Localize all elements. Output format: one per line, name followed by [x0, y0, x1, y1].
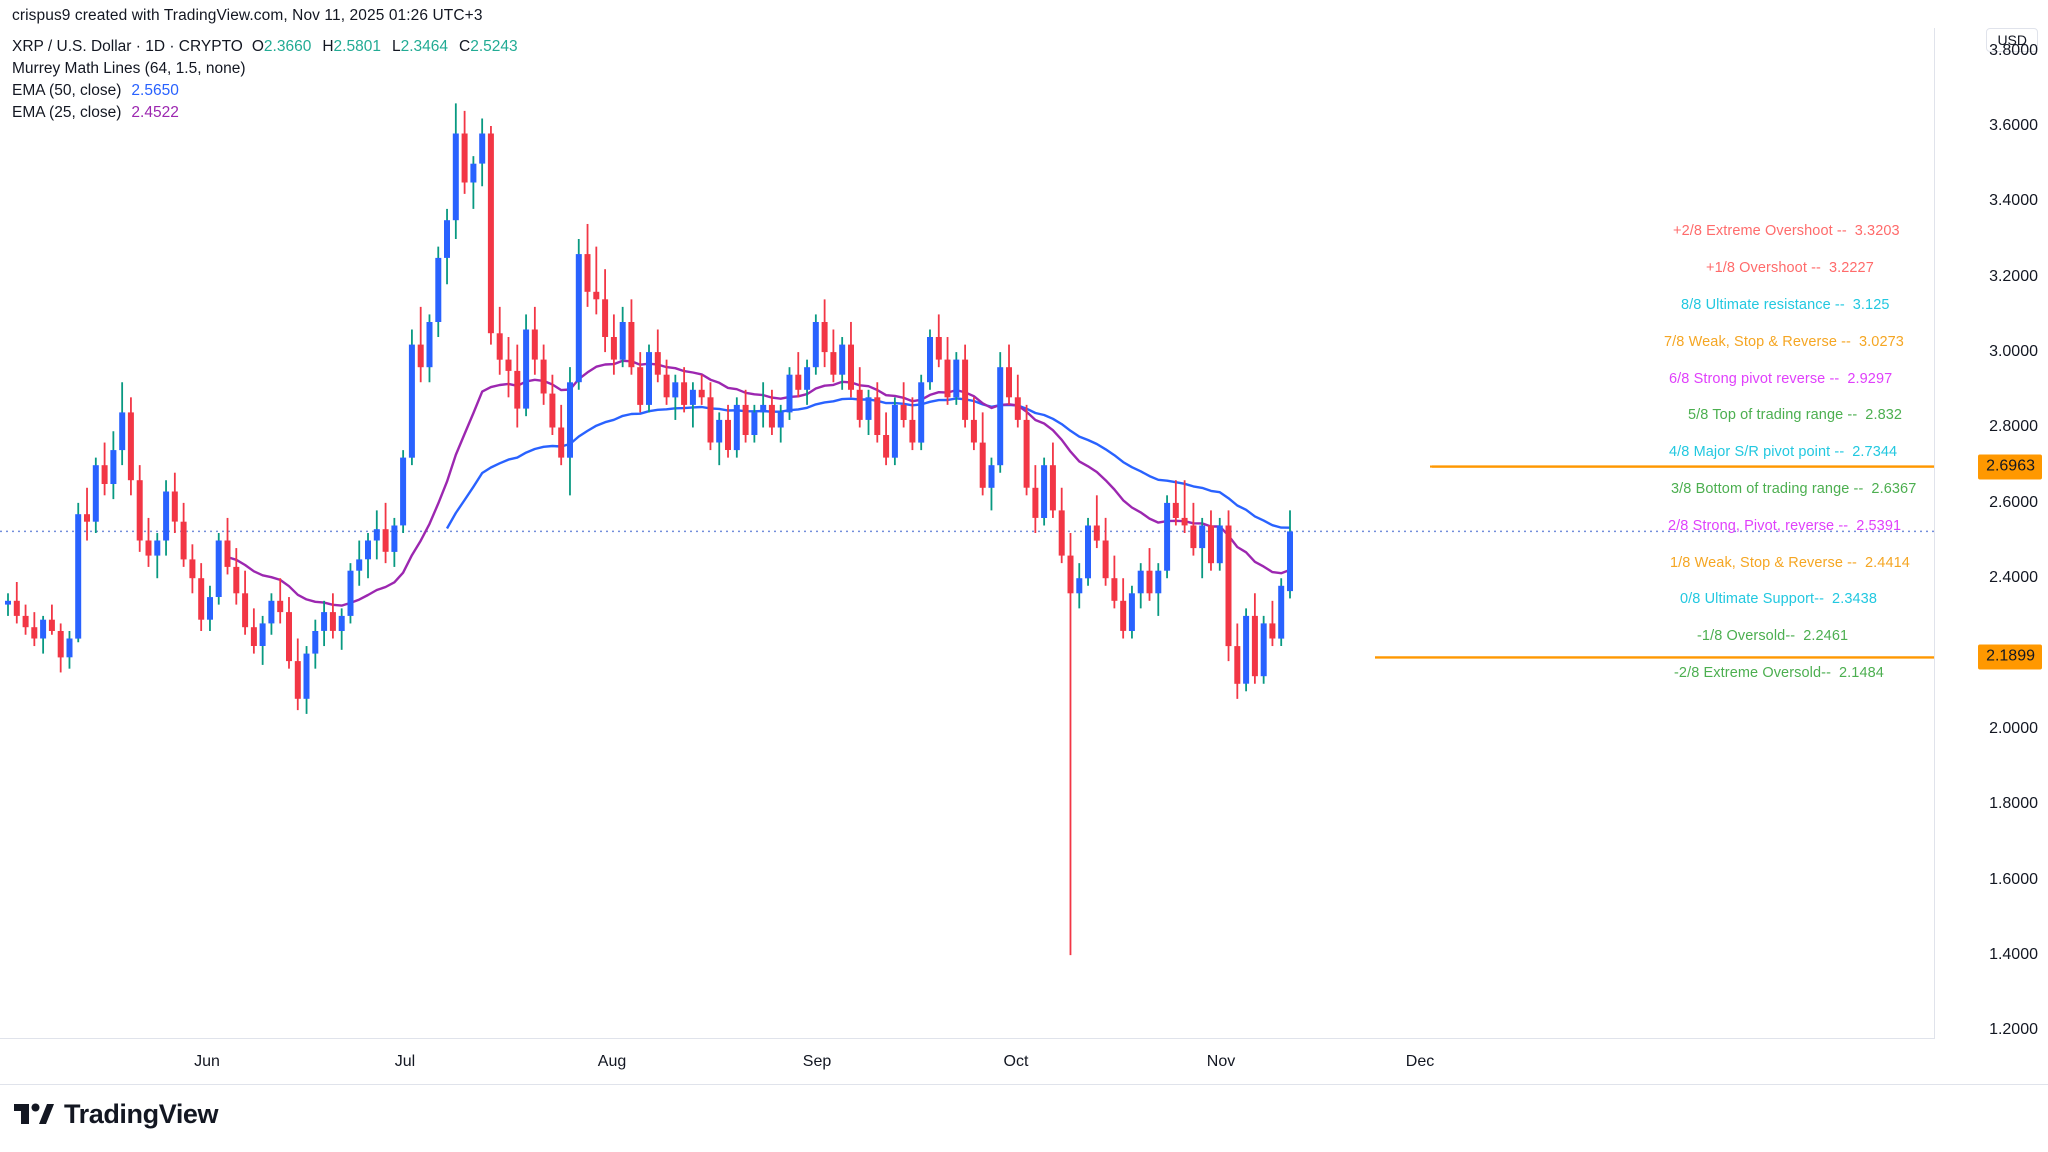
murrey-math-label-value: 2.2461 — [1803, 628, 1849, 645]
price-tag-highlight[interactable]: 2.6963 — [1978, 454, 2042, 480]
tradingview-wordmark: TradingView — [64, 1099, 219, 1129]
attribution-text: crispus9 created with TradingView.com, N… — [12, 7, 483, 24]
murrey-math-label-value: 3.125 — [1852, 296, 1890, 313]
murrey-math-label-value: 3.3203 — [1854, 223, 1900, 240]
murrey-math-label: -2/8 Extreme Oversold-- 2.1484 — [1674, 665, 1884, 681]
murrey-math-label-text: +1/8 Overshoot -- — [1706, 260, 1821, 277]
time-tick: Nov — [1206, 1053, 1236, 1070]
murrey-math-label-value: 2.832 — [1865, 407, 1903, 424]
murrey-math-label: 8/8 Ultimate resistance -- 3.125 — [1681, 297, 1890, 313]
price-tick: 1.4000 — [1989, 946, 2038, 964]
price-tick: 2.4000 — [1989, 569, 2038, 587]
murrey-math-label: 5/8 Top of trading range -- 2.832 — [1688, 407, 1902, 423]
price-tick: 1.2000 — [1989, 1021, 2038, 1039]
murrey-math-label-text: 1/8 Weak, Stop & Reverse -- — [1670, 554, 1857, 571]
price-tick: 2.6000 — [1989, 493, 2038, 511]
candlestick-svg — [0, 103, 1935, 956]
price-tick: 3.0000 — [1989, 343, 2038, 361]
murrey-math-label-value: 2.3438 — [1832, 591, 1877, 608]
time-tick: Oct — [1003, 1053, 1029, 1070]
legend-symbol-row[interactable]: XRP / U.S. Dollar · 1D · CRYPTO O2.3660 … — [12, 38, 518, 56]
murrey-math-label-text: 8/8 Ultimate resistance -- — [1681, 296, 1845, 313]
murrey-math-label-text: 3/8 Bottom of trading range -- — [1671, 481, 1864, 498]
chart-legend: XRP / U.S. Dollar · 1D · CRYPTO O2.3660 … — [12, 38, 518, 122]
murrey-math-label-text: -1/8 Oversold-- — [1697, 628, 1796, 645]
murrey-math-label-value: 2.5391 — [1856, 517, 1902, 534]
murrey-math-label: 2/8 Strong, Pivot, reverse -- 2.5391 — [1668, 518, 1901, 534]
price-scale[interactable]: USD 3.8000 3.6000 3.4000 3.2000 3.0000 2.8000… — [1934, 28, 2048, 1038]
ema25-line — [227, 359, 1291, 607]
indicator-ema25-title: EMA (25, close) — [12, 104, 122, 121]
murrey-math-label-value: 2.4414 — [1864, 554, 1910, 571]
price-tick: 3.6000 — [1989, 116, 2038, 134]
ohlc-low: L2.3464 — [391, 38, 448, 55]
murrey-math-label-value: 2.7344 — [1852, 444, 1898, 461]
currency-badge[interactable]: USD — [1986, 28, 2038, 52]
murrey-math-label-text: +2/8 Extreme Overshoot -- — [1673, 223, 1847, 240]
murrey-math-label-text: 4/8 Major S/R pivot point -- — [1669, 444, 1845, 461]
time-scale[interactable]: Jun Jul Aug Sep Oct Nov Dec — [0, 1038, 1935, 1085]
symbol-title: XRP / U.S. Dollar · 1D · CRYPTO — [12, 38, 243, 55]
tradingview-logo[interactable]: TradingView — [14, 1099, 219, 1130]
murrey-math-label-text: 2/8 Strong, Pivot, reverse -- — [1668, 517, 1849, 534]
legend-ema50-row[interactable]: EMA (50, close) 2.5650 — [12, 82, 518, 100]
indicator-ema25-value: 2.4522 — [131, 104, 179, 121]
time-tick: Jul — [394, 1053, 416, 1070]
indicator-ema50-title: EMA (50, close) — [12, 82, 122, 99]
price-tick: 2.8000 — [1989, 418, 2038, 436]
price-tick: 2.0000 — [1989, 719, 2038, 737]
time-tick: Jun — [194, 1053, 220, 1070]
ohlc-values: O2.3660 H2.5801 L2.3464 C2.5243 — [252, 38, 518, 56]
tradingview-mark-icon — [14, 1103, 54, 1124]
murrey-math-label-value: 2.1484 — [1839, 665, 1884, 682]
bottom-bar: TradingView — [0, 1084, 2048, 1152]
murrey-math-label: 0/8 Ultimate Support-- 2.3438 — [1680, 591, 1877, 607]
legend-ema25-row[interactable]: EMA (25, close) 2.4522 — [12, 104, 518, 122]
legend-mml-row[interactable]: Murrey Math Lines (64, 1.5, none) — [12, 60, 518, 78]
murrey-math-label-value: 2.6367 — [1871, 481, 1917, 498]
murrey-math-label: +1/8 Overshoot -- 3.2227 — [1706, 260, 1874, 276]
price-tick: 3.4000 — [1989, 192, 2038, 210]
time-tick: Aug — [597, 1053, 627, 1070]
murrey-math-label: 3/8 Bottom of trading range -- 2.6367 — [1671, 481, 1916, 497]
murrey-math-label-value: 2.9297 — [1847, 370, 1893, 387]
chart-plot-area[interactable] — [0, 28, 1935, 1038]
murrey-math-label-value: 3.2227 — [1828, 260, 1874, 277]
murrey-math-label: 7/8 Weak, Stop & Reverse -- 3.0273 — [1664, 334, 1904, 350]
murrey-math-label-text: 5/8 Top of trading range -- — [1688, 407, 1858, 424]
price-tick: 1.8000 — [1989, 795, 2038, 813]
price-tag-highlight[interactable]: 2.1899 — [1978, 644, 2042, 670]
time-tick: Dec — [1405, 1053, 1435, 1070]
murrey-math-label-text: 6/8 Strong pivot reverse -- — [1669, 370, 1840, 387]
indicator-murrey-math-title: Murrey Math Lines (64, 1.5, none) — [12, 60, 246, 77]
murrey-math-label: 1/8 Weak, Stop & Reverse -- 2.4414 — [1670, 555, 1910, 571]
murrey-math-label-text: 7/8 Weak, Stop & Reverse -- — [1664, 333, 1851, 350]
price-tick: 3.2000 — [1989, 267, 2038, 285]
ohlc-close: C2.5243 — [459, 38, 518, 55]
candle-series — [5, 103, 1293, 956]
murrey-math-label-value: 3.0273 — [1858, 333, 1904, 350]
murrey-math-label-text: -2/8 Extreme Oversold-- — [1674, 665, 1832, 682]
time-tick: Sep — [802, 1053, 832, 1070]
ohlc-open: O2.3660 — [251, 38, 312, 55]
price-tick: 3.8000 — [1989, 41, 2038, 59]
murrey-math-label-text: 0/8 Ultimate Support-- — [1680, 591, 1825, 608]
ohlc-high: H2.5801 — [322, 38, 381, 55]
price-tick: 1.6000 — [1989, 870, 2038, 888]
murrey-math-label: 4/8 Major S/R pivot point -- 2.7344 — [1669, 444, 1897, 460]
indicator-ema50-value: 2.5650 — [131, 82, 179, 99]
murrey-math-label: +2/8 Extreme Overshoot -- 3.3203 — [1673, 223, 1900, 239]
murrey-math-label: 6/8 Strong pivot reverse -- 2.9297 — [1669, 371, 1892, 387]
murrey-math-label: -1/8 Oversold-- 2.2461 — [1697, 628, 1848, 644]
